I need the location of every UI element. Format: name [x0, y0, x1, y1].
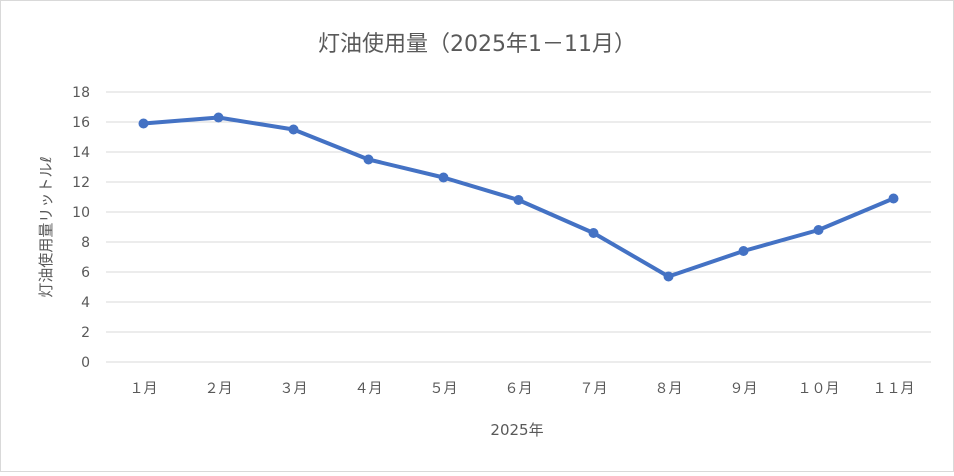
x-axis-ticks: １月 ２月 ３月 ４月 ５月 ６月 ７月 ８月 ９月 １０月 １１月: [130, 381, 915, 397]
data-point: [138, 118, 149, 129]
y-tick-label: 12: [72, 175, 90, 191]
x-tick-label: ３月: [280, 381, 308, 397]
data-point: [363, 154, 374, 165]
y-tick-label: 8: [81, 235, 90, 251]
y-tick-label: 0: [81, 355, 90, 371]
x-tick-label: ５月: [430, 381, 458, 397]
data-point: [888, 193, 899, 204]
x-tick-label: ９月: [730, 381, 758, 397]
data-point: [213, 112, 224, 123]
data-point: [738, 246, 749, 256]
y-axis-title: 灯油使用量リットルℓ: [37, 156, 55, 297]
y-tick-label: 18: [72, 85, 90, 101]
y-axis-ticks: 0 2 4 6 8 10 12 14 16 18: [72, 85, 90, 371]
x-tick-label: ７月: [580, 381, 608, 397]
data-point: [288, 124, 299, 135]
data-point: [513, 195, 524, 205]
series-layer: [138, 112, 899, 282]
y-tick-label: 10: [72, 205, 90, 221]
data-point: [438, 172, 449, 183]
y-tick-label: 6: [81, 265, 90, 281]
gridlines: [106, 91, 931, 363]
x-axis-title: 2025年: [490, 421, 543, 439]
x-tick-label: ４月: [355, 381, 383, 397]
x-tick-label: １０月: [798, 381, 840, 397]
y-tick-label: 2: [81, 325, 90, 341]
data-point: [663, 271, 674, 282]
data-point: [588, 228, 599, 238]
x-tick-label: ２月: [205, 381, 233, 397]
data-point: [813, 225, 824, 235]
y-tick-label: 16: [72, 115, 90, 131]
y-tick-label: 4: [81, 295, 90, 311]
x-tick-label: １月: [130, 381, 158, 397]
x-tick-label: ６月: [505, 381, 533, 397]
x-tick-label: １１月: [873, 381, 915, 397]
chart-title: 灯油使用量（2025年1－11月）: [318, 32, 636, 57]
y-tick-label: 14: [72, 145, 90, 161]
x-tick-label: ８月: [655, 381, 683, 397]
